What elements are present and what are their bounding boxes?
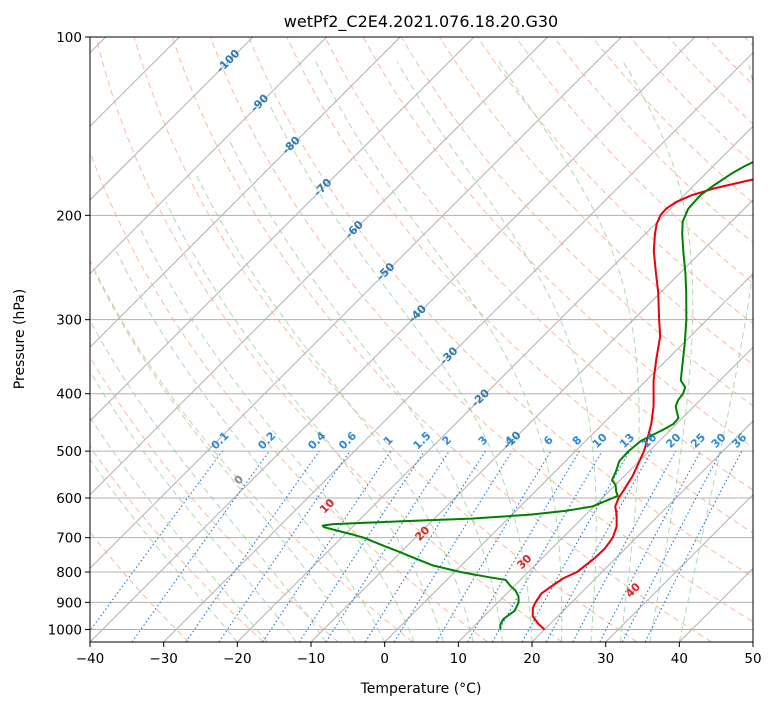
x-tick-label: 50 — [744, 651, 761, 667]
y-tick-label: 500 — [56, 444, 82, 460]
moist-adiabat-line — [195, 173, 474, 642]
isotherm-line — [90, 37, 622, 570]
moist-adiabat-line — [90, 458, 238, 642]
isotherm-line — [90, 37, 549, 496]
y-tick-label: 900 — [56, 595, 82, 611]
chart-title: wetPf2_C2E4.2021.076.18.20.G30 — [284, 12, 558, 32]
y-tick-label: 600 — [56, 491, 82, 507]
y-tick-label: 700 — [56, 531, 82, 547]
dry-adiabat-line — [90, 445, 264, 642]
moist-adiabat-line — [90, 416, 268, 642]
y-tick-label: 100 — [56, 30, 82, 46]
isotherm-line — [163, 51, 753, 642]
x-tick-label: −20 — [223, 651, 252, 667]
moist-adiabat-line — [396, 61, 597, 642]
data-series — [321, 160, 753, 631]
dry-adiabat-line — [515, 37, 753, 284]
y-axis-label: Pressure (hPa) — [12, 289, 28, 389]
y-tick-label: 1000 — [48, 622, 82, 638]
moist-adiabat-line — [90, 370, 297, 642]
mixing-ratio-line — [218, 450, 351, 642]
mixing-ratio-line — [325, 450, 450, 642]
plot-frame — [89, 36, 754, 643]
x-tick-label: 30 — [597, 651, 614, 667]
mixing-ratio-line — [298, 450, 425, 642]
mixing-ratio-line — [185, 450, 320, 642]
y-tick-label: 800 — [56, 565, 82, 581]
mixing-ratio-line — [90, 450, 223, 632]
dry-adiabat-line — [171, 37, 712, 642]
moist-adiabat-line — [94, 272, 356, 642]
mixing-ratio-line — [521, 450, 630, 642]
mixing-ratio-line — [131, 450, 270, 642]
moist-adiabat-line — [165, 201, 445, 642]
x-tick-label: 20 — [523, 651, 540, 667]
x-axis-label: Temperature (°C) — [360, 681, 482, 697]
x-tick-label: 10 — [450, 651, 467, 667]
x-tick-label: −40 — [76, 651, 105, 667]
mixing-ratio-line — [572, 450, 677, 642]
moist-adiabat-line — [315, 61, 563, 642]
isotherm-line — [457, 346, 753, 642]
dry-adiabat-line — [90, 259, 414, 642]
moist-adiabat-line — [229, 141, 504, 642]
dry-adiabat-line — [90, 356, 339, 642]
isotherm-line — [605, 493, 753, 642]
isotherm-line — [90, 37, 401, 349]
background-lines — [90, 37, 753, 642]
y-tick-label: 300 — [56, 313, 82, 329]
moist-adiabat-line — [622, 61, 694, 642]
moist-adiabat-line — [90, 319, 327, 642]
isotherm-line — [531, 420, 753, 642]
moist-adiabat-line — [268, 104, 533, 642]
dry-adiabat-line — [95, 37, 563, 642]
moist-adiabat-line — [678, 61, 753, 642]
isotherm-line — [90, 37, 696, 642]
x-tick-label: −30 — [149, 651, 178, 667]
mixing-ratio-line — [393, 450, 513, 642]
isotherm-line — [236, 125, 753, 642]
moist-adiabat-line — [115, 251, 386, 642]
temperature-profile-line — [531, 178, 753, 631]
isotherm-line — [384, 272, 753, 642]
isotherm-line — [90, 37, 328, 275]
x-axis: −40 −30 −20 −10 0 10 20 30 40 50 — [76, 642, 762, 667]
mixing-ratio-line — [262, 450, 392, 642]
mixing-ratio-line — [644, 450, 743, 642]
moist-adiabat-line — [498, 61, 640, 642]
y-tick-label: 200 — [56, 208, 82, 224]
x-tick-label: −10 — [297, 651, 326, 667]
dry-adiabat-line — [133, 37, 638, 642]
dry-adiabat-line — [248, 37, 753, 578]
x-tick-label: 40 — [671, 651, 688, 667]
dry-adiabat-line — [324, 37, 753, 491]
isotherm-line — [90, 37, 254, 201]
dewpoint-profile-line — [321, 160, 753, 630]
dry-adiabat-line — [210, 37, 753, 623]
moist-adiabat-line — [139, 227, 415, 642]
isotherm-line — [90, 37, 475, 422]
x-tick-label: 0 — [380, 651, 389, 667]
y-tick-label: 400 — [56, 387, 82, 403]
dry-adiabat-line — [286, 37, 753, 534]
y-axis: 100 200 300 400 500 600 700 800 900 1000 — [48, 30, 90, 638]
